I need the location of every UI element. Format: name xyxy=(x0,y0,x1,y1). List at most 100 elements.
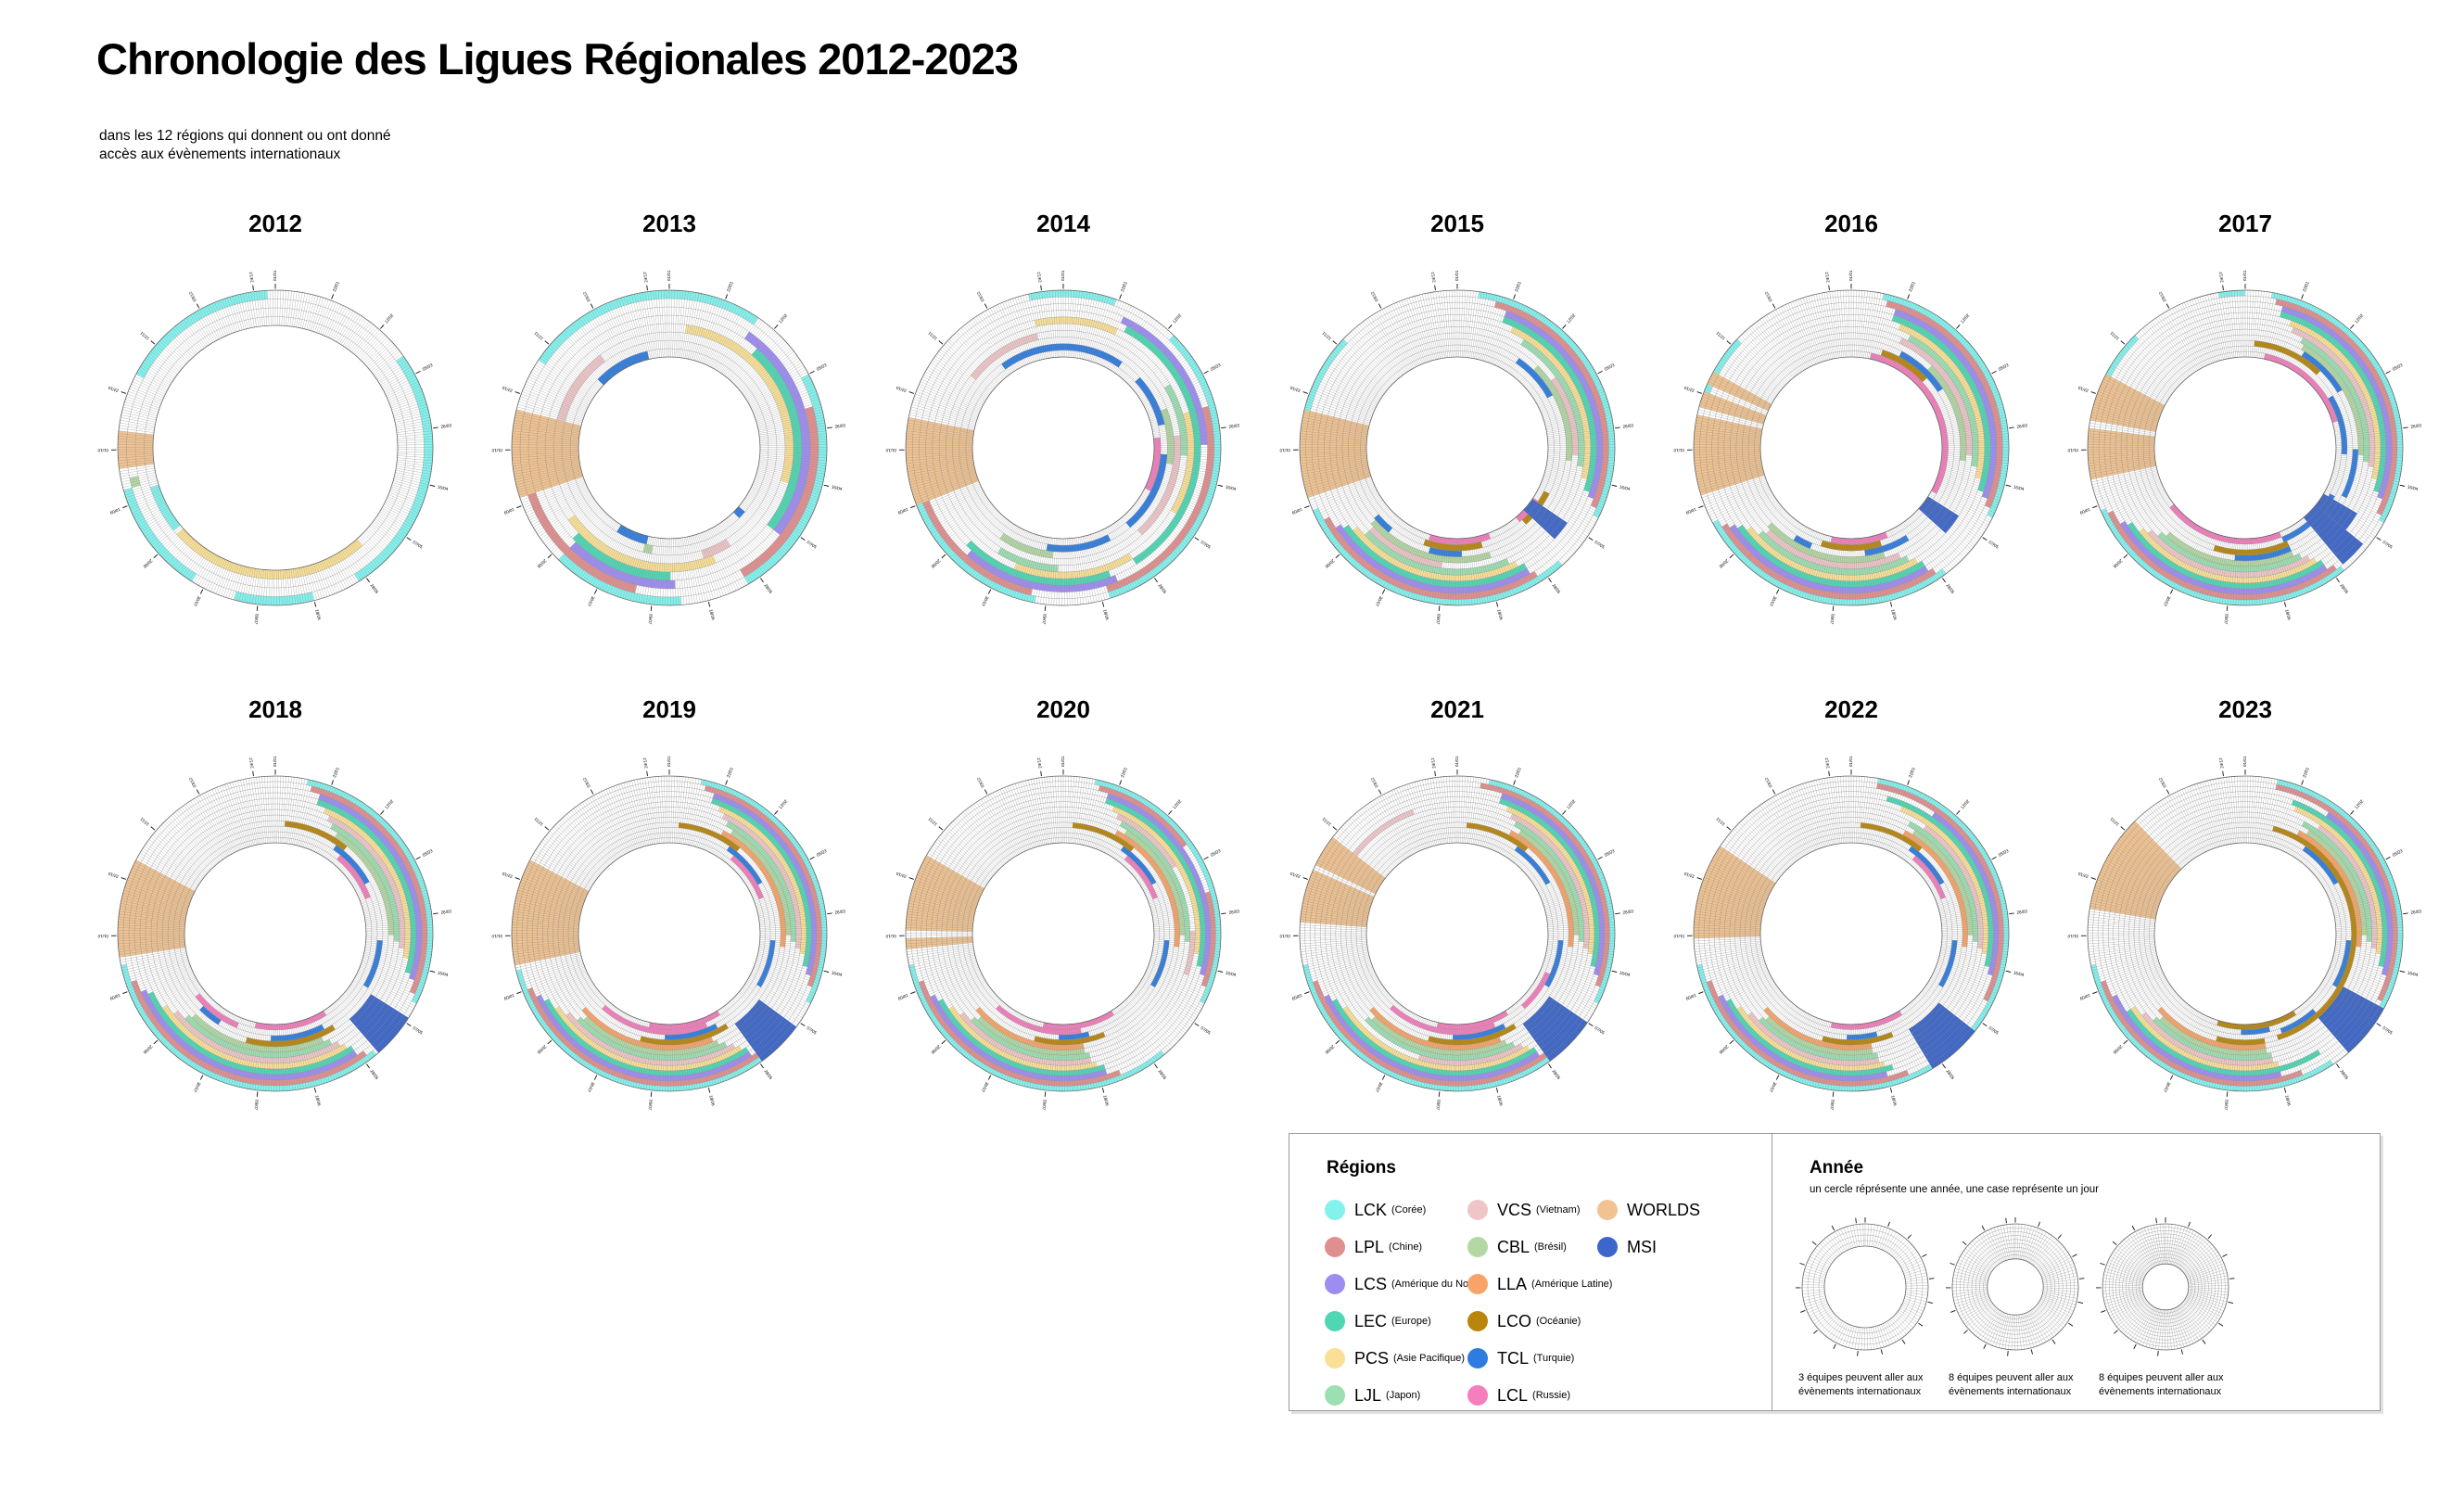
svg-text:07/05: 07/05 xyxy=(412,540,424,550)
svg-text:09/07: 09/07 xyxy=(1041,614,1047,625)
page-subtitle-line1: dans les 12 régions qui donnent ou ont d… xyxy=(99,128,391,144)
svg-text:24/12: 24/12 xyxy=(248,757,255,770)
svg-text:03/12: 03/12 xyxy=(1370,776,1379,788)
svg-text:20/08: 20/08 xyxy=(930,1044,941,1055)
svg-text:30/07: 30/07 xyxy=(2163,595,2172,607)
svg-text:05/03: 05/03 xyxy=(2392,363,2404,372)
svg-text:22/01: 22/01 xyxy=(1120,766,1128,778)
svg-text:24/12: 24/12 xyxy=(1036,272,1043,284)
svg-text:28/05: 28/05 xyxy=(369,1069,379,1081)
svg-text:16/04: 16/04 xyxy=(1619,971,1631,978)
svg-text:01/01: 01/01 xyxy=(273,756,277,767)
svg-text:26/03: 26/03 xyxy=(1228,423,1239,428)
svg-text:28/05: 28/05 xyxy=(1157,583,1167,595)
annee-caption-line2: évènements internationaux xyxy=(2099,1385,2222,1397)
svg-text:22/10: 22/10 xyxy=(1289,871,1302,879)
svg-text:30/07: 30/07 xyxy=(981,1081,990,1093)
svg-text:18/06: 18/06 xyxy=(1102,1095,1110,1107)
svg-text:12/11: 12/11 xyxy=(139,330,150,340)
svg-text:09/07: 09/07 xyxy=(647,1100,653,1111)
annee-example-donut-2 xyxy=(1946,1217,2085,1356)
legend-annee-subtitle: un cercle réprésente une année, une case… xyxy=(1810,1184,2099,1195)
svg-text:01/10: 01/10 xyxy=(1279,934,1290,938)
svg-text:12/11: 12/11 xyxy=(927,816,938,826)
svg-text:26/03: 26/03 xyxy=(440,909,451,914)
year-chart-title-2013: 2013 xyxy=(642,210,696,237)
svg-text:26/03: 26/03 xyxy=(2410,909,2421,914)
svg-text:22/01: 22/01 xyxy=(332,766,340,778)
svg-text:01/10: 01/10 xyxy=(885,448,896,452)
svg-text:24/12: 24/12 xyxy=(2218,272,2225,284)
legend: Régions LCK (Corée) LPL (Chine) LCS (Amérique… xyxy=(1289,1133,2381,1411)
legend-regions-panel: Régions LCK (Corée) LPL (Chine) LCS (Amérique… xyxy=(1289,1134,1772,1410)
svg-text:20/08: 20/08 xyxy=(2112,558,2123,569)
svg-text:09/07: 09/07 xyxy=(2223,614,2229,625)
svg-text:18/06: 18/06 xyxy=(1496,609,1504,621)
year-chart-2021: 01/01 22/01 12/02 05/03 26/03 16/04 07/05 28/05… xyxy=(1279,756,1634,1111)
page-subtitle-line2: accès aux évènements internationaux xyxy=(99,146,341,163)
year-chart-2017: 01/01 22/01 12/02 05/03 26/03 16/04 07/05 28/05… xyxy=(2067,270,2422,625)
svg-text:26/03: 26/03 xyxy=(1622,423,1633,428)
svg-text:09/07: 09/07 xyxy=(1829,614,1835,625)
svg-text:10/09: 10/09 xyxy=(503,507,515,516)
svg-text:24/12: 24/12 xyxy=(1430,272,1437,284)
svg-text:07/05: 07/05 xyxy=(412,1025,424,1036)
svg-text:01/01: 01/01 xyxy=(1061,756,1065,767)
legend-item-name: (Vietnam) xyxy=(1536,1204,1581,1216)
svg-text:05/03: 05/03 xyxy=(1210,848,1222,858)
svg-text:12/11: 12/11 xyxy=(1715,816,1726,826)
legend-region-column-2: VCS (Vietnam) CBL (Brésil) LLA (Amérique Lati… xyxy=(1467,1191,1612,1414)
svg-text:12/11: 12/11 xyxy=(927,330,938,340)
legend-item-LEC: LEC (Europe) xyxy=(1325,1303,1481,1340)
svg-text:20/08: 20/08 xyxy=(1718,558,1729,569)
svg-text:22/10: 22/10 xyxy=(1683,385,1696,393)
legend-region-column-3: WORLDS MSI xyxy=(1597,1191,1700,1266)
svg-text:01/01: 01/01 xyxy=(1454,270,1459,281)
svg-text:05/03: 05/03 xyxy=(1604,848,1616,858)
svg-text:24/12: 24/12 xyxy=(248,272,255,284)
svg-text:22/10: 22/10 xyxy=(1683,871,1696,879)
year-chart-2012: 01/01 22/01 12/02 05/03 26/03 16/04 07/05 28/05… xyxy=(97,270,452,625)
svg-text:09/07: 09/07 xyxy=(1041,1100,1047,1111)
legend-item-code: LPL xyxy=(1354,1237,1385,1256)
year-chart-title-2020: 2020 xyxy=(1036,695,1090,723)
legend-item-CBL: CBL (Brésil) xyxy=(1467,1228,1612,1266)
svg-text:30/07: 30/07 xyxy=(1769,1081,1778,1093)
legend-item-WORLDS: WORLDS xyxy=(1597,1191,1700,1228)
legend-item-code: PCS xyxy=(1354,1348,1390,1368)
svg-text:03/12: 03/12 xyxy=(2158,776,2167,788)
svg-text:05/03: 05/03 xyxy=(1998,848,2010,858)
svg-text:22/10: 22/10 xyxy=(895,871,908,879)
svg-text:12/11: 12/11 xyxy=(533,816,544,826)
svg-text:09/07: 09/07 xyxy=(2223,1100,2229,1111)
svg-text:18/06: 18/06 xyxy=(314,609,322,621)
legend-item-name: (Brésil) xyxy=(1534,1241,1567,1253)
svg-text:16/04: 16/04 xyxy=(2407,485,2419,492)
svg-text:30/07: 30/07 xyxy=(587,595,596,607)
svg-text:24/12: 24/12 xyxy=(642,272,649,284)
legend-item-LCL: LCL (Russie) xyxy=(1467,1377,1612,1414)
year-chart-2023: 01/01 22/01 12/02 05/03 26/03 16/04 07/05 28/05… xyxy=(2067,756,2422,1111)
svg-text:24/12: 24/12 xyxy=(1036,757,1043,770)
legend-item-code: VCS xyxy=(1497,1200,1532,1219)
year-chart-title-2016: 2016 xyxy=(1824,210,1878,237)
annee-example-caption-2: 8 équipes peuvent aller aux évènements in… xyxy=(1949,1371,2074,1399)
svg-text:01/10: 01/10 xyxy=(491,934,502,938)
lec-color-swatch-icon xyxy=(1325,1311,1345,1331)
lpl-color-swatch-icon xyxy=(1325,1237,1345,1257)
svg-text:26/03: 26/03 xyxy=(834,909,845,914)
svg-text:01/01: 01/01 xyxy=(1061,270,1065,281)
svg-text:01/10: 01/10 xyxy=(1279,448,1290,452)
svg-text:28/05: 28/05 xyxy=(2339,583,2349,595)
svg-text:24/12: 24/12 xyxy=(1824,272,1831,284)
svg-text:22/10: 22/10 xyxy=(502,871,514,879)
legend-item-name: (Asie Pacifique) xyxy=(1393,1353,1466,1364)
year-chart-title-2014: 2014 xyxy=(1036,210,1090,237)
svg-text:20/08: 20/08 xyxy=(1324,1044,1335,1055)
svg-text:16/04: 16/04 xyxy=(437,485,449,492)
page-title: Chronologie des Ligues Régionales 2012-2… xyxy=(96,34,1019,83)
svg-text:03/12: 03/12 xyxy=(582,776,591,788)
svg-text:09/07: 09/07 xyxy=(647,614,653,625)
svg-text:18/06: 18/06 xyxy=(708,609,716,621)
svg-text:09/07: 09/07 xyxy=(1829,1100,1835,1111)
